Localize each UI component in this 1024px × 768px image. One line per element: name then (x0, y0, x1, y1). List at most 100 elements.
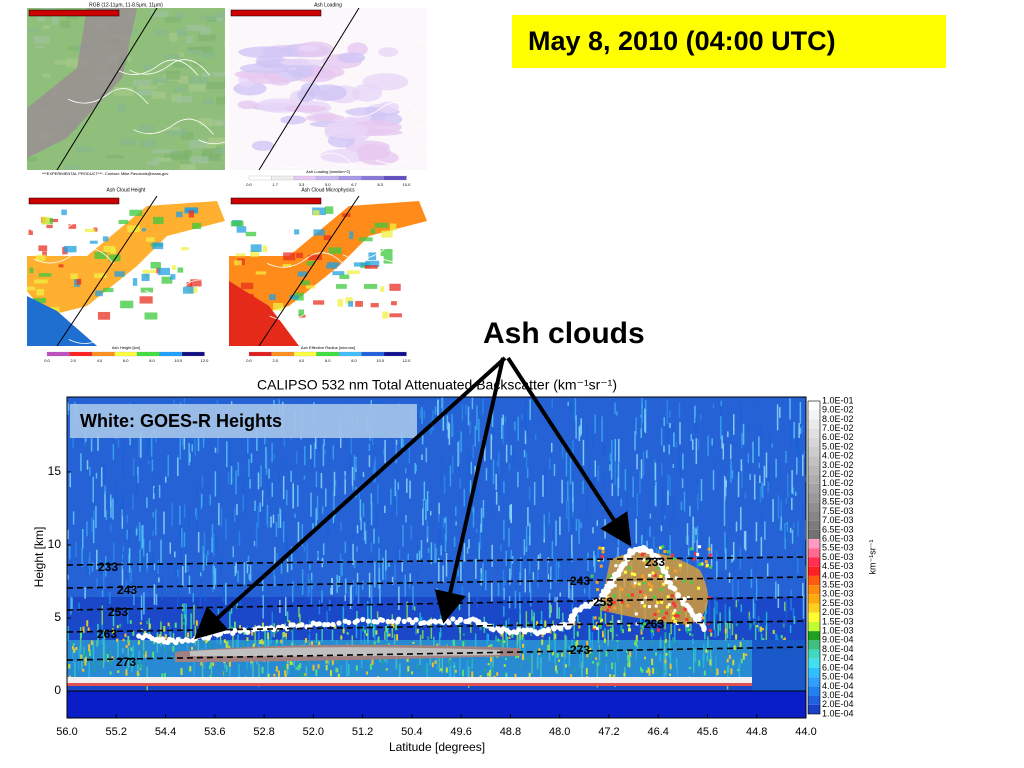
goes-r-height (354, 618, 360, 624)
bl-speckle (229, 661, 232, 667)
noise (475, 558, 477, 579)
noise (548, 593, 551, 619)
texture (55, 60, 68, 65)
bl-speckle (603, 630, 606, 635)
ash-speckle (658, 617, 662, 621)
bl-speckle (741, 637, 744, 641)
noise (81, 547, 83, 568)
texture (27, 157, 38, 162)
noise (160, 539, 162, 564)
panel-image (229, 8, 427, 170)
ash-speckle (649, 588, 653, 592)
map-outline (341, 101, 422, 119)
noise (246, 434, 248, 457)
texture (201, 72, 211, 78)
ash-speckle (640, 553, 644, 557)
bl-speckle (340, 635, 343, 640)
goes-r-height (207, 632, 213, 638)
noise (473, 568, 476, 578)
ash-texture (63, 245, 77, 253)
noise (603, 472, 606, 489)
colorbar-tick-label: 6.0E-03 (822, 533, 854, 543)
noise (740, 604, 743, 613)
noise (490, 559, 492, 567)
ash-speckle (673, 609, 677, 613)
bl-speckle (570, 674, 573, 678)
noise (663, 494, 666, 515)
noise (550, 605, 552, 613)
ash-texture (294, 229, 300, 235)
y-tick-label: 0 (54, 683, 61, 697)
noise (449, 465, 452, 487)
noise (461, 585, 464, 601)
noise (691, 439, 694, 450)
panel-colorbar (136, 351, 160, 357)
bl-speckle (617, 658, 620, 663)
bl-speckle (612, 655, 615, 658)
ash-texture (190, 279, 202, 287)
noise (470, 621, 472, 633)
noise (478, 542, 480, 560)
noise (696, 554, 699, 575)
plot-title: CALIPSO 532 nm Total Attenuated Backscat… (257, 377, 617, 393)
colorbar-cell (808, 465, 820, 475)
noise (597, 465, 600, 482)
noise (572, 439, 574, 457)
noise (342, 606, 345, 631)
noise (632, 476, 634, 498)
bl-speckle (346, 632, 349, 635)
noise (555, 560, 558, 583)
bl-speckle (710, 666, 713, 674)
ash-speckle (672, 601, 676, 605)
noise (635, 518, 638, 544)
panel-title: Ash Cloud Microphysics (301, 187, 355, 193)
bl-speckle (615, 634, 618, 637)
ash-speckle (657, 599, 661, 603)
noise (157, 560, 160, 575)
noise (714, 600, 716, 620)
noise (555, 520, 557, 547)
noise (419, 612, 421, 621)
x-tick-label: 48.0 (549, 726, 570, 738)
noise (67, 625, 69, 642)
noise (315, 508, 317, 528)
noise (323, 438, 325, 447)
noise (138, 522, 141, 541)
noise (96, 578, 98, 588)
noise (122, 453, 124, 478)
noise (109, 524, 112, 532)
texture (141, 139, 157, 148)
texture (170, 155, 189, 160)
noise (339, 553, 342, 579)
colorbar-cell (808, 658, 820, 668)
ash-texture (127, 225, 141, 233)
noise (586, 426, 588, 446)
noise (472, 444, 474, 459)
noise (491, 544, 493, 567)
texture (64, 164, 79, 170)
noise (741, 465, 743, 488)
goes-r-height (421, 619, 427, 626)
bl-speckle (129, 620, 132, 624)
noise (596, 520, 599, 527)
bl-speckle (136, 671, 139, 676)
noise (796, 457, 798, 475)
noise (97, 623, 99, 645)
noise (663, 445, 665, 453)
noise (404, 574, 406, 597)
bl-speckle (655, 668, 658, 675)
noise (708, 599, 711, 623)
ash-texture (35, 254, 46, 261)
arrows (194, 356, 632, 640)
noise (188, 575, 191, 594)
noise (460, 431, 462, 453)
bl-speckle (391, 624, 394, 628)
ash-texture (68, 224, 77, 229)
noise (249, 479, 251, 489)
noise (292, 483, 294, 509)
noise (303, 475, 306, 480)
bl-speckle (223, 639, 226, 644)
noise (740, 506, 742, 531)
calipso-track (258, 196, 360, 346)
ash-speckle (592, 627, 596, 631)
